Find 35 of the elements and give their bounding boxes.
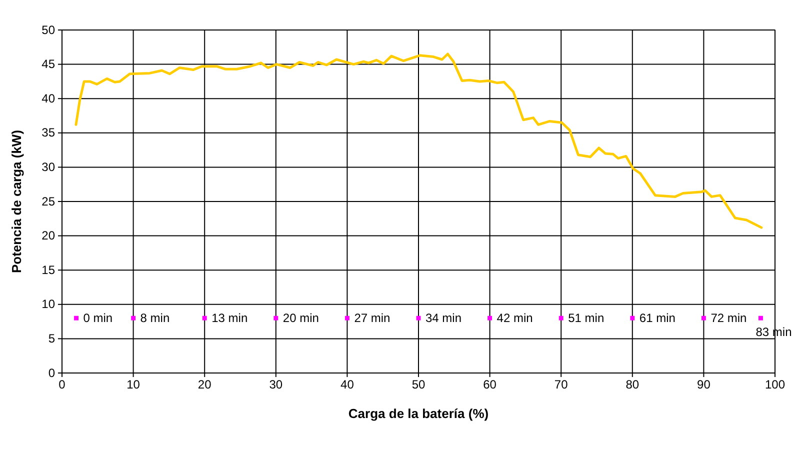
x-tick-label: 0 (58, 378, 66, 392)
x-tick-label: 70 (554, 378, 568, 392)
annotation: 8 min (140, 311, 170, 326)
y-axis-title: Potencia de carga (kW) (9, 130, 24, 274)
x-tick-label: 40 (340, 378, 354, 392)
x-tick-label: 60 (483, 378, 497, 392)
y-tick-label: 20 (42, 228, 56, 243)
y-tick-label: 35 (42, 126, 56, 140)
annotation: 72 min (710, 311, 747, 326)
annotation: 20 min (282, 311, 319, 326)
y-tick-label: 30 (42, 160, 56, 174)
annotation: 0 min (83, 311, 113, 326)
x-tick-label: 10 (126, 378, 140, 392)
y-tick-label: 10 (42, 297, 56, 312)
y-tick-label: 45 (42, 57, 56, 72)
y-tick-label: 5 (48, 332, 56, 346)
y-tick-label: 25 (42, 194, 56, 208)
annotation: 13 min (212, 311, 248, 326)
annotation: 51 min (568, 311, 604, 326)
x-axis-title: Carga de la batería (%) (348, 406, 489, 421)
x-tick-label: 90 (697, 378, 711, 392)
y-tick-label: 50 (42, 22, 56, 37)
line-series (74, 52, 763, 229)
y-tick-label: 15 (42, 262, 56, 277)
x-tick-label: 20 (198, 378, 212, 392)
annotation: 27 min (354, 311, 390, 326)
x-tick-label: 80 (626, 378, 640, 392)
y-tick-label: 0 (48, 366, 56, 380)
x-tick-label: 50 (412, 378, 426, 392)
x-tick-label: 100 (764, 378, 786, 392)
y-tick-label: 40 (42, 91, 56, 106)
annotation: 34 min (426, 311, 462, 326)
x-tick-label: 30 (269, 378, 283, 392)
annotation: 61 min (639, 311, 676, 326)
annotation: 42 min (496, 311, 533, 326)
